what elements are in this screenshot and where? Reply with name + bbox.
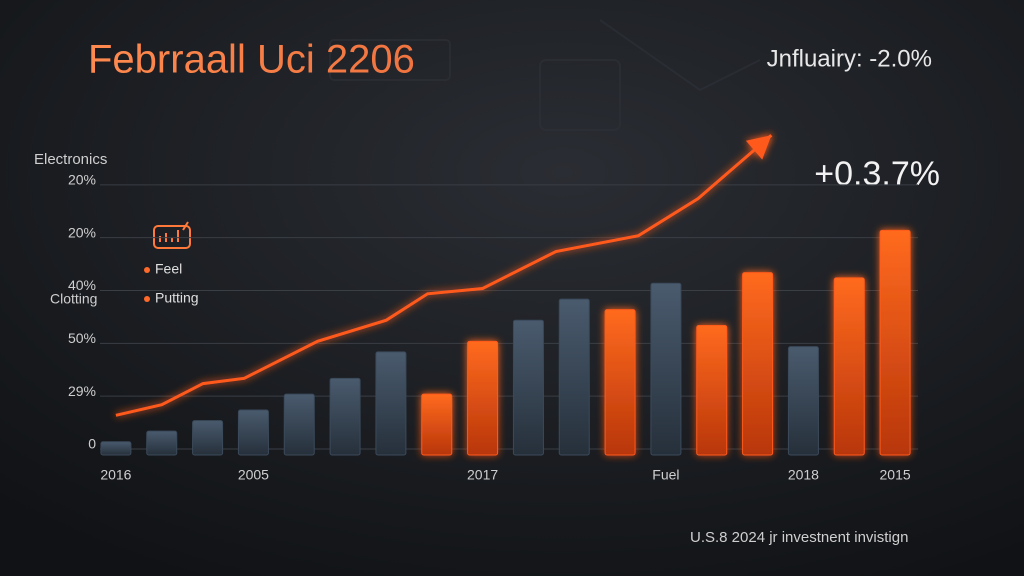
bar	[879, 229, 911, 456]
trend-layer	[115, 134, 773, 417]
x-tick-label: 2017	[467, 467, 498, 483]
subtitle: Jnfluairy: -2.0%	[767, 45, 932, 72]
decoration	[329, 19, 761, 131]
y-tick-label: 0	[88, 436, 96, 452]
legend-label: Putting	[155, 290, 199, 306]
bar	[558, 298, 590, 456]
bar	[329, 377, 361, 456]
bar	[283, 393, 315, 456]
bar	[512, 319, 544, 456]
legend-label: Feel	[155, 261, 182, 277]
bar	[467, 340, 499, 456]
bar	[421, 393, 453, 456]
x-tick-label: 2018	[788, 467, 819, 483]
annotation: +0.3.7%	[814, 155, 940, 193]
y-tick-label: 40%	[68, 277, 96, 293]
bar	[833, 277, 865, 456]
legend-marker	[144, 296, 150, 302]
bar	[146, 430, 178, 456]
bar	[696, 324, 728, 456]
chart-title: Febrraall Uci 2206	[88, 38, 415, 82]
x-tick-label: 2005	[238, 467, 269, 483]
bar	[192, 420, 224, 456]
x-tick-label: 2015	[880, 467, 911, 483]
bar	[100, 441, 132, 456]
bar	[742, 272, 774, 456]
y-axis-label: Electronics	[34, 151, 107, 168]
bar	[375, 351, 407, 456]
bar	[237, 409, 269, 456]
legend: Feel Putting	[144, 261, 199, 306]
labels: 0 29% 50% 40% 20% 20% 2016 2005 2017 Fuel 2018 2015	[68, 172, 911, 483]
footer: U.S.8 2024 jr investnent invistign	[690, 529, 908, 546]
bars	[100, 229, 911, 456]
trend-arrowhead	[745, 135, 772, 160]
y-tick-label: 20%	[68, 172, 96, 188]
y-tick-label: 20%	[68, 224, 96, 240]
y-tick-label: 29%	[68, 383, 96, 399]
bar	[650, 282, 682, 456]
y-tick-label: 50%	[68, 330, 96, 346]
x-tick-label: 2016	[100, 467, 131, 483]
grid	[100, 184, 918, 450]
side-label: Clotting	[50, 291, 97, 307]
x-tick-label: Fuel	[652, 467, 679, 483]
bar	[604, 309, 636, 456]
legend-marker	[144, 267, 150, 273]
bar	[787, 346, 819, 456]
trend-line	[115, 134, 773, 417]
